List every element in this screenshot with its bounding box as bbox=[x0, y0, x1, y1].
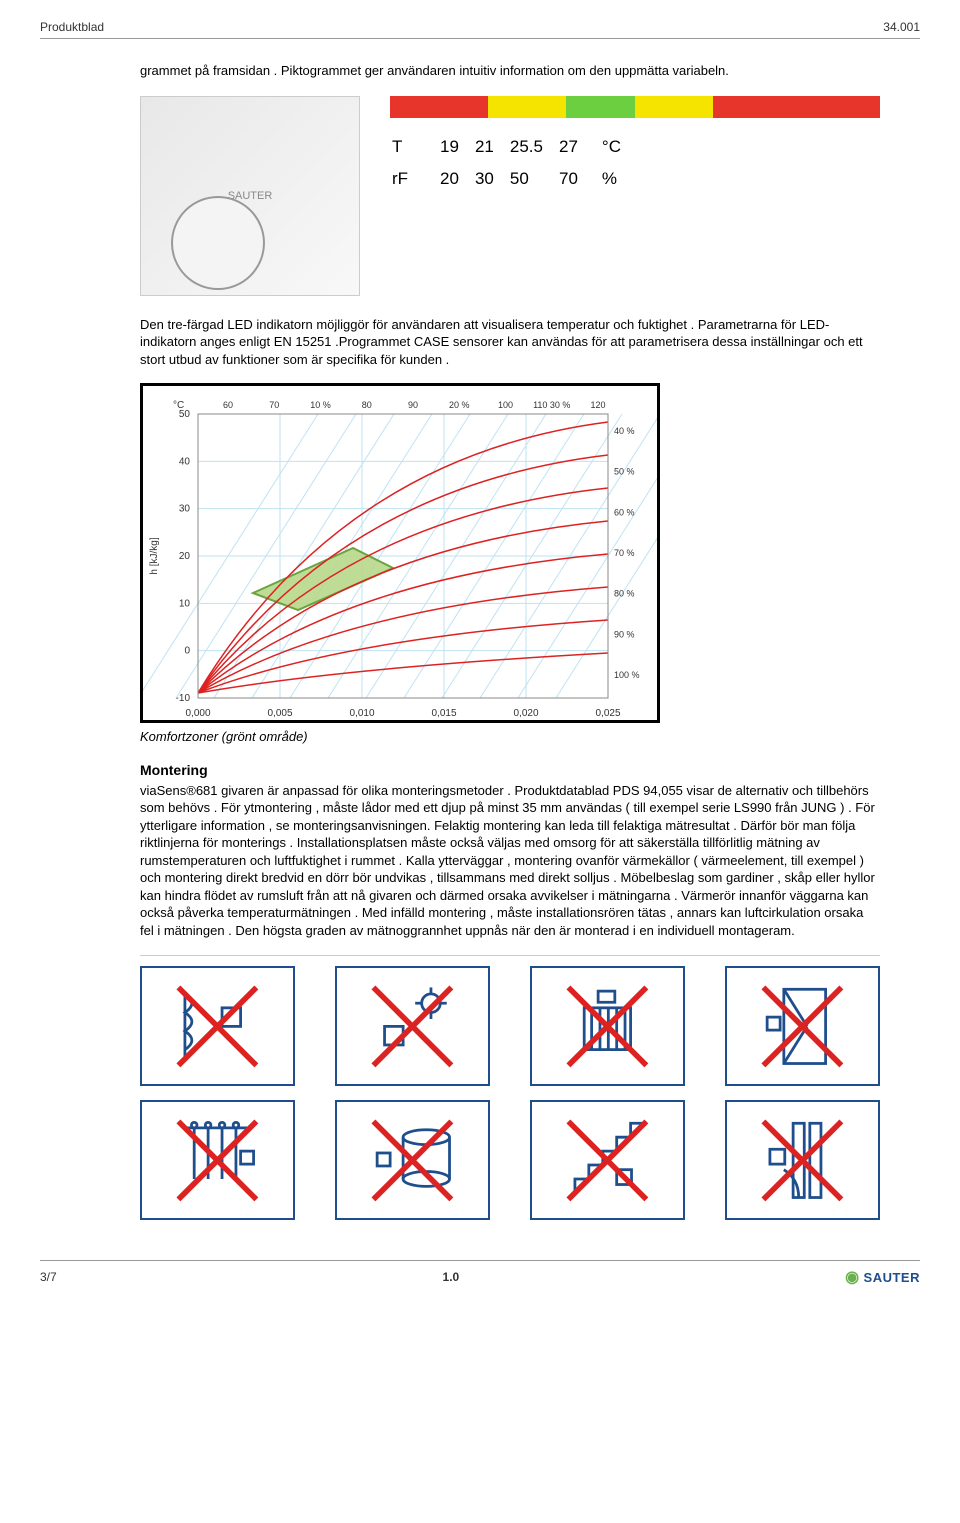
svg-text:60: 60 bbox=[223, 400, 233, 410]
intro-paragraph: grammet på framsidan . Piktogrammet ger … bbox=[140, 63, 880, 80]
color-segment bbox=[713, 96, 880, 118]
svg-text:80: 80 bbox=[362, 400, 372, 410]
svg-text:0,010: 0,010 bbox=[349, 708, 374, 719]
scale-cell: 30 bbox=[475, 164, 508, 195]
led-paragraph: Den tre-färgad LED indikatorn möjliggör … bbox=[140, 316, 880, 369]
mount-icon-door bbox=[725, 966, 880, 1086]
color-segment bbox=[390, 96, 488, 118]
device-and-scale-row: SAUTER T192125.527°C rF20305070% bbox=[140, 96, 880, 296]
scale-cell: °C bbox=[594, 132, 635, 163]
svg-text:90 %: 90 % bbox=[614, 629, 635, 639]
scale-cell: 70 bbox=[559, 164, 592, 195]
mount-icon-radiator bbox=[530, 966, 685, 1086]
mount-icon-pipe bbox=[725, 1100, 880, 1220]
svg-text:60 %: 60 % bbox=[614, 507, 635, 517]
svg-text:h [kJ/kg]: h [kJ/kg] bbox=[149, 537, 160, 574]
swirl-icon: ◉ bbox=[845, 1267, 859, 1287]
svg-text:110 30 %: 110 30 % bbox=[533, 400, 570, 410]
svg-text:100 %: 100 % bbox=[614, 670, 640, 680]
mounting-icon-grid bbox=[140, 955, 880, 1220]
svg-text:0,020: 0,020 bbox=[513, 708, 538, 719]
scale-cell: % bbox=[594, 164, 635, 195]
svg-text:0,025: 0,025 bbox=[595, 708, 620, 719]
svg-text:0: 0 bbox=[184, 645, 190, 656]
scale-cell: 19 bbox=[440, 132, 473, 163]
psychrometric-chart: 0,0000,0050,0100,0150,0200,025-100102030… bbox=[140, 383, 660, 723]
svg-text:120: 120 bbox=[590, 400, 605, 410]
chart-caption: Komfortzoner (grönt område) bbox=[140, 729, 880, 744]
svg-text:50 %: 50 % bbox=[614, 466, 635, 476]
scale-cell: 50 bbox=[510, 164, 557, 195]
footer-brand: SAUTER bbox=[864, 1270, 920, 1285]
svg-text:0,015: 0,015 bbox=[431, 708, 456, 719]
svg-text:10: 10 bbox=[179, 598, 191, 609]
mounting-paragraph: viaSens®681 givaren är anpassad för olik… bbox=[140, 782, 880, 940]
svg-text:80 %: 80 % bbox=[614, 588, 635, 598]
footer-page: 3/7 bbox=[40, 1270, 57, 1284]
mount-icon-sunlight bbox=[335, 966, 490, 1086]
svg-text:40 %: 40 % bbox=[614, 426, 635, 436]
scale-cell: 25.5 bbox=[510, 132, 557, 163]
svg-text:°C: °C bbox=[173, 400, 184, 411]
header-left: Produktblad bbox=[40, 20, 104, 34]
svg-text:90: 90 bbox=[408, 400, 418, 410]
page-footer: 3/7 1.0 ◉ SAUTER bbox=[40, 1260, 920, 1287]
svg-text:30: 30 bbox=[179, 503, 191, 514]
scale-column: T192125.527°C rF20305070% bbox=[390, 96, 880, 197]
page-header: Produktblad 34.001 bbox=[40, 20, 920, 39]
header-right: 34.001 bbox=[883, 20, 920, 34]
color-segment bbox=[488, 96, 566, 118]
scale-cell: 21 bbox=[475, 132, 508, 163]
mount-icon-cold-wall bbox=[140, 966, 295, 1086]
mounting-heading: Montering bbox=[140, 762, 880, 778]
svg-text:70 %: 70 % bbox=[614, 548, 635, 558]
scale-table: T192125.527°C rF20305070% bbox=[390, 130, 637, 197]
scale-cell: T bbox=[392, 132, 438, 163]
device-illustration: SAUTER bbox=[140, 96, 360, 296]
svg-text:10 %: 10 % bbox=[310, 400, 331, 410]
mount-icon-shelf bbox=[335, 1100, 490, 1220]
svg-text:100: 100 bbox=[498, 400, 513, 410]
color-segment bbox=[635, 96, 713, 118]
mount-icon-curtain bbox=[140, 1100, 295, 1220]
mount-icon-stair bbox=[530, 1100, 685, 1220]
svg-text:20 %: 20 % bbox=[449, 400, 470, 410]
scale-cell: rF bbox=[392, 164, 438, 195]
content-area: grammet på framsidan . Piktogrammet ger … bbox=[140, 63, 880, 1220]
footer-brand-logo: ◉ SAUTER bbox=[845, 1267, 920, 1287]
svg-text:20: 20 bbox=[179, 551, 191, 562]
svg-text:40: 40 bbox=[179, 456, 191, 467]
svg-text:0,000: 0,000 bbox=[185, 708, 210, 719]
scale-cell: 20 bbox=[440, 164, 473, 195]
led-color-bar bbox=[390, 96, 880, 118]
svg-text:70: 70 bbox=[269, 400, 279, 410]
color-segment bbox=[566, 96, 635, 118]
svg-text:0,005: 0,005 bbox=[267, 708, 292, 719]
scale-cell: 27 bbox=[559, 132, 592, 163]
footer-version: 1.0 bbox=[443, 1270, 460, 1284]
